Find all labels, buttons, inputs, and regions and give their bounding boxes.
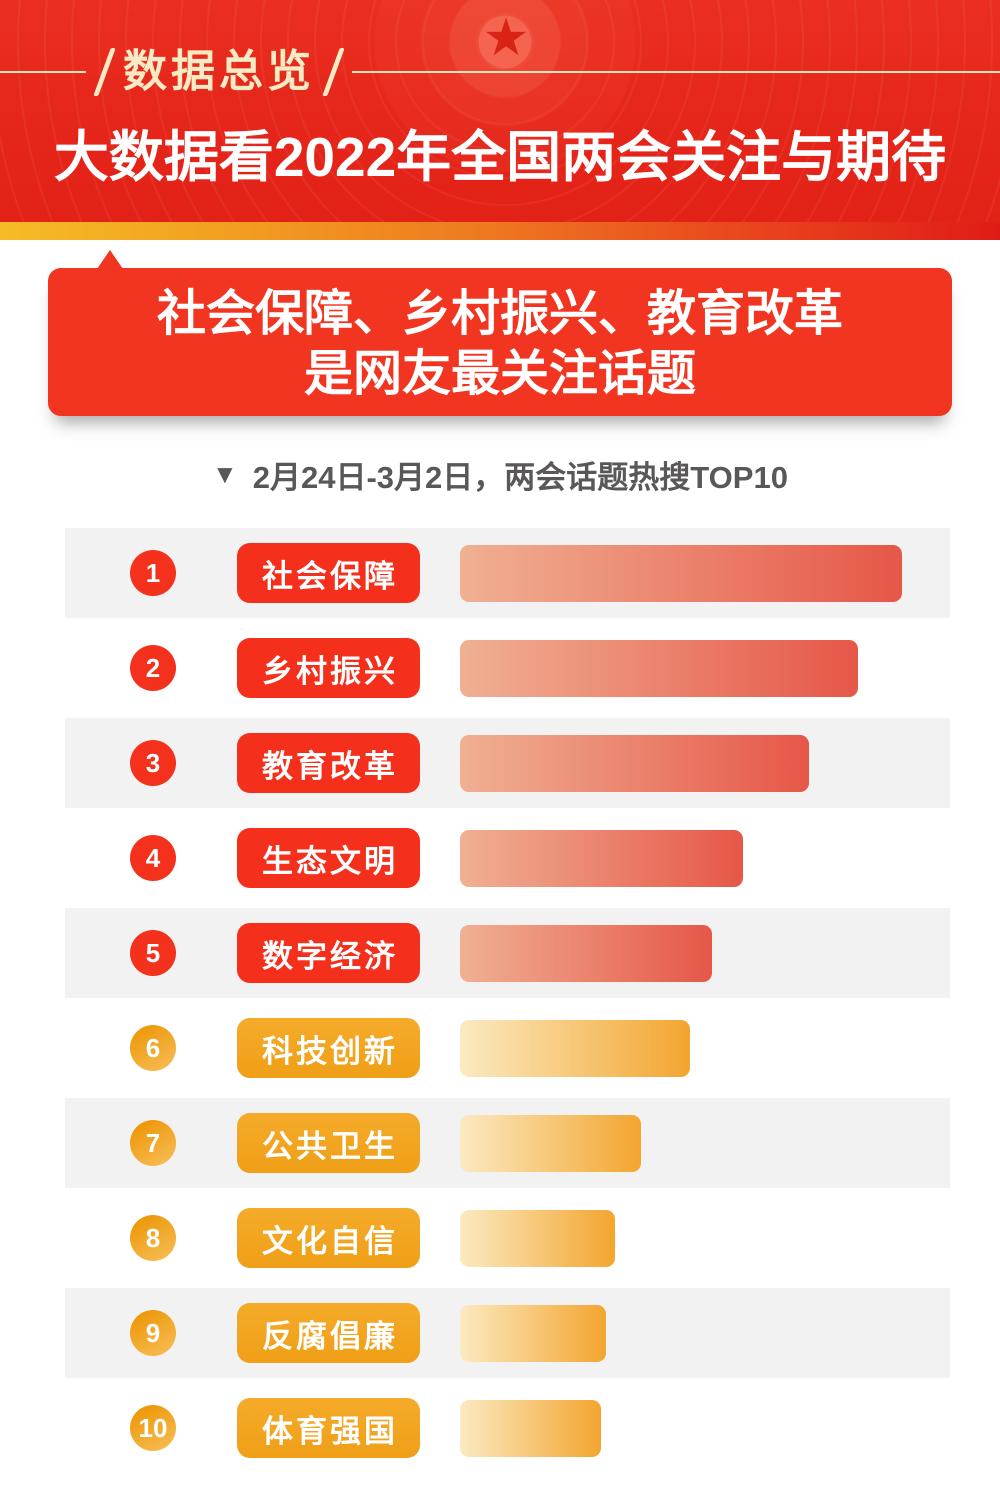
rank-badge: 5 <box>130 930 176 976</box>
topic-label: 公共卫生 <box>237 1113 420 1173</box>
topic-heat-bar <box>460 830 743 887</box>
gradient-divider-strip <box>0 222 1000 240</box>
chart-subtitle: ▼ 2月24日-3月2日，两会话题热搜TOP10 <box>0 452 1000 496</box>
rank-badge: 4 <box>130 835 176 881</box>
rank-badge: 1 <box>130 550 176 596</box>
topic-label: 文化自信 <box>237 1208 420 1268</box>
rank-badge: 7 <box>130 1120 176 1166</box>
ranking-row: 6 科技创新 <box>65 1003 950 1093</box>
rank-badge: 6 <box>130 1025 176 1071</box>
ranking-row: 8 文化自信 <box>65 1193 950 1283</box>
chart-subtitle-text: 2月24日-3月2日，两会话题热搜TOP10 <box>252 459 788 495</box>
rank-badge: 9 <box>130 1310 176 1356</box>
topic-label: 科技创新 <box>237 1018 420 1078</box>
ranking-row: 7 公共卫生 <box>65 1098 950 1188</box>
callout-box: 社会保障、乡村振兴、教育改革 是网友最关注话题 <box>48 268 952 416</box>
badge-line-right <box>352 71 1000 73</box>
rank-badge: 3 <box>130 740 176 786</box>
ranking-row: 1 社会保障 <box>65 528 950 618</box>
topic-label: 社会保障 <box>237 543 420 603</box>
topic-heat-bar <box>460 735 809 792</box>
slash-icon <box>93 48 116 96</box>
topic-label: 生态文明 <box>237 828 420 888</box>
topic-heat-bar <box>460 1115 641 1172</box>
section-badge: 数据总览 <box>0 46 1000 98</box>
ranking-row: 9 反腐倡廉 <box>65 1288 950 1378</box>
badge-line-left <box>0 71 86 73</box>
red-star-icon: ★ <box>482 9 530 67</box>
topic-label: 体育强国 <box>237 1398 420 1458</box>
callout-line2: 是网友最关注话题 <box>303 347 696 401</box>
slash-icon <box>322 48 345 96</box>
ranking-list: 1 社会保障 2 乡村振兴 3 教育改革 4 生态文明 5 数字经济 6 科技创新 7 公共卫生 8 文化自信… <box>65 528 950 1478</box>
topic-label: 教育改革 <box>237 733 420 793</box>
callout-line1: 社会保障、乡村振兴、教育改革 <box>156 287 843 341</box>
topic-heat-bar <box>460 1400 601 1457</box>
topic-label: 数字经济 <box>237 923 420 983</box>
callout-pointer-triangle <box>97 250 123 269</box>
topic-heat-bar <box>460 1210 615 1267</box>
rank-badge: 2 <box>130 645 176 691</box>
section-badge-label: 数据总览 <box>123 47 315 96</box>
rank-badge: 8 <box>130 1215 176 1261</box>
ranking-row: 5 数字经济 <box>65 908 950 998</box>
topic-label: 乡村振兴 <box>237 638 420 698</box>
ranking-row: 2 乡村振兴 <box>65 623 950 713</box>
triangle-down-icon: ▼ <box>212 459 238 489</box>
ranking-row: 4 生态文明 <box>65 813 950 903</box>
topic-heat-bar <box>460 640 858 697</box>
topic-heat-bar <box>460 545 902 602</box>
topic-label: 反腐倡廉 <box>237 1303 420 1363</box>
header-banner: ★ 数据总览 大数据看2022年全国两会关注与期待 <box>0 0 1000 222</box>
topic-heat-bar <box>460 1020 690 1077</box>
ranking-row: 10 体育强国 <box>65 1383 950 1473</box>
topic-heat-bar <box>460 925 712 982</box>
topic-heat-bar <box>460 1305 606 1362</box>
rank-badge: 10 <box>130 1405 176 1451</box>
page-title: 大数据看2022年全国两会关注与期待 <box>53 126 947 188</box>
ranking-row: 3 教育改革 <box>65 718 950 808</box>
